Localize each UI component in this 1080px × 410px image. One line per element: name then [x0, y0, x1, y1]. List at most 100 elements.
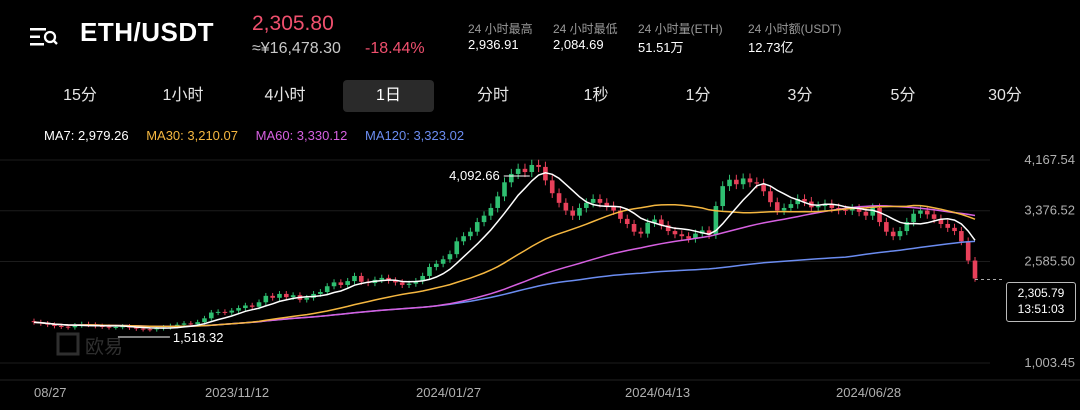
- tab-3min[interactable]: 3分: [787, 87, 813, 104]
- ma60-label: MA60: 3,330.12: [255, 128, 348, 143]
- candle-body: [734, 179, 739, 185]
- candle-body: [638, 231, 644, 234]
- candle-body: [481, 215, 487, 223]
- candle-body: [338, 282, 344, 285]
- candle-body: [754, 182, 760, 184]
- candle-body: [413, 281, 419, 284]
- candle-body: [304, 297, 310, 300]
- x-tick-label: 2024/04/13: [625, 385, 690, 400]
- candle-body: [672, 231, 678, 235]
- ma30-line: [33, 203, 976, 328]
- candle-body: [345, 281, 350, 285]
- candle-body: [918, 210, 923, 214]
- candle-body: [393, 280, 398, 283]
- tab-1min[interactable]: 1分: [685, 87, 711, 104]
- tab-1d[interactable]: 1日: [343, 80, 434, 112]
- candle-body: [945, 223, 951, 228]
- price-tag-countdown: 13:51:03: [1017, 302, 1065, 316]
- candle-body: [140, 328, 146, 330]
- candle-body: [549, 180, 555, 194]
- tab-30min[interactable]: 30分: [988, 87, 1022, 104]
- candle-body: [774, 202, 780, 211]
- candle-body: [256, 302, 262, 307]
- tab-1h[interactable]: 1小时: [162, 87, 204, 104]
- stat-turnover-value: 12.73亿: [748, 40, 794, 55]
- candle-body: [147, 329, 153, 331]
- candle-body: [318, 292, 323, 294]
- candle-body: [884, 222, 889, 232]
- candle-body: [604, 202, 610, 207]
- candle-body: [515, 168, 521, 174]
- tab-5min[interactable]: 5分: [890, 87, 916, 104]
- candle-body: [802, 198, 807, 202]
- candle-body: [461, 236, 466, 242]
- candle-body: [597, 198, 603, 203]
- candle-body: [556, 193, 562, 203]
- candle-body: [208, 312, 214, 319]
- candle-body: [270, 295, 275, 298]
- candle-body: [52, 324, 57, 327]
- candle-body: [720, 186, 726, 207]
- candle-body: [747, 178, 753, 183]
- tab-timeline[interactable]: 分时: [476, 87, 509, 104]
- candle-body: [536, 164, 541, 167]
- candle-body: [965, 241, 971, 261]
- ma-legend: MA7: 2,979.26 MA30: 3,210.07 MA60: 3,330…: [44, 128, 478, 143]
- tab-15m[interactable]: 15分: [63, 87, 97, 104]
- candle-body: [502, 182, 507, 197]
- candle-body: [877, 207, 882, 223]
- x-tick-label: 2024/01/27: [416, 385, 481, 400]
- candle-body: [938, 218, 944, 224]
- stat-turnover-label: 24 小时额(USDT): [748, 22, 842, 36]
- candlestick-chart[interactable]: 欧易 4,167.54 3,376.52 2,585.50 1,003.45 08/2…: [0, 148, 1080, 410]
- candle-body: [65, 326, 71, 328]
- tab-4h[interactable]: 4小时: [264, 87, 306, 104]
- candle-body: [849, 208, 855, 211]
- stat-low-value: 2,084.69: [553, 37, 604, 52]
- candle-body: [693, 233, 698, 239]
- candle-body: [904, 222, 910, 232]
- candle-body: [659, 219, 664, 226]
- candle-body: [154, 328, 160, 330]
- candle-body: [727, 179, 732, 187]
- chart-grid: [0, 159, 1080, 381]
- pair-title[interactable]: ETH/USDT: [80, 17, 214, 47]
- candle-body: [195, 322, 200, 325]
- candle-body: [584, 202, 589, 208]
- candle-body: [911, 213, 916, 223]
- ma-lines: [33, 172, 976, 329]
- x-tick-label: 2024/06/28: [836, 385, 901, 400]
- candle-body: [795, 198, 801, 205]
- ma120-label: MA120: 3,323.02: [365, 128, 465, 143]
- candle-body: [577, 207, 582, 216]
- candle-body: [761, 183, 766, 192]
- candle-body: [440, 259, 446, 264]
- price-tag-price: 2,305.79: [1017, 286, 1065, 300]
- max-annotation: 4,092.66: [449, 168, 500, 183]
- candle-body: [331, 282, 337, 287]
- candle-body: [679, 234, 685, 237]
- tab-1s[interactable]: 1秒: [583, 87, 609, 104]
- candle-body: [468, 231, 473, 237]
- candle-body: [952, 227, 957, 232]
- ma7-line: [33, 172, 976, 329]
- candle-body: [829, 204, 835, 208]
- y-tick-label: 4,167.54: [1024, 152, 1075, 167]
- candle-body: [924, 210, 930, 215]
- cny-price: ≈¥16,478.30: [252, 40, 341, 57]
- y-axis-labels: 4,167.54 3,376.52 2,585.50 1,003.45: [1024, 152, 1075, 370]
- stat-low-label: 24 小时最低: [553, 22, 618, 36]
- menu-search-icon[interactable]: [30, 27, 58, 47]
- last-price: 2,305.80: [252, 12, 334, 35]
- candle-body: [856, 208, 862, 212]
- candle-body: [113, 326, 119, 328]
- candle-body: [434, 263, 439, 267]
- candle-body: [222, 311, 228, 313]
- ma30-label: MA30: 3,210.07: [146, 128, 238, 143]
- candle-body: [495, 196, 500, 208]
- interval-tabs: 15分 1小时 4小时 1日 分时 1秒 1分 3分 5分 30分: [0, 80, 1080, 112]
- candle-body: [740, 178, 746, 185]
- candle-body: [522, 168, 528, 173]
- candle-body: [236, 308, 241, 311]
- candle-body: [229, 310, 235, 313]
